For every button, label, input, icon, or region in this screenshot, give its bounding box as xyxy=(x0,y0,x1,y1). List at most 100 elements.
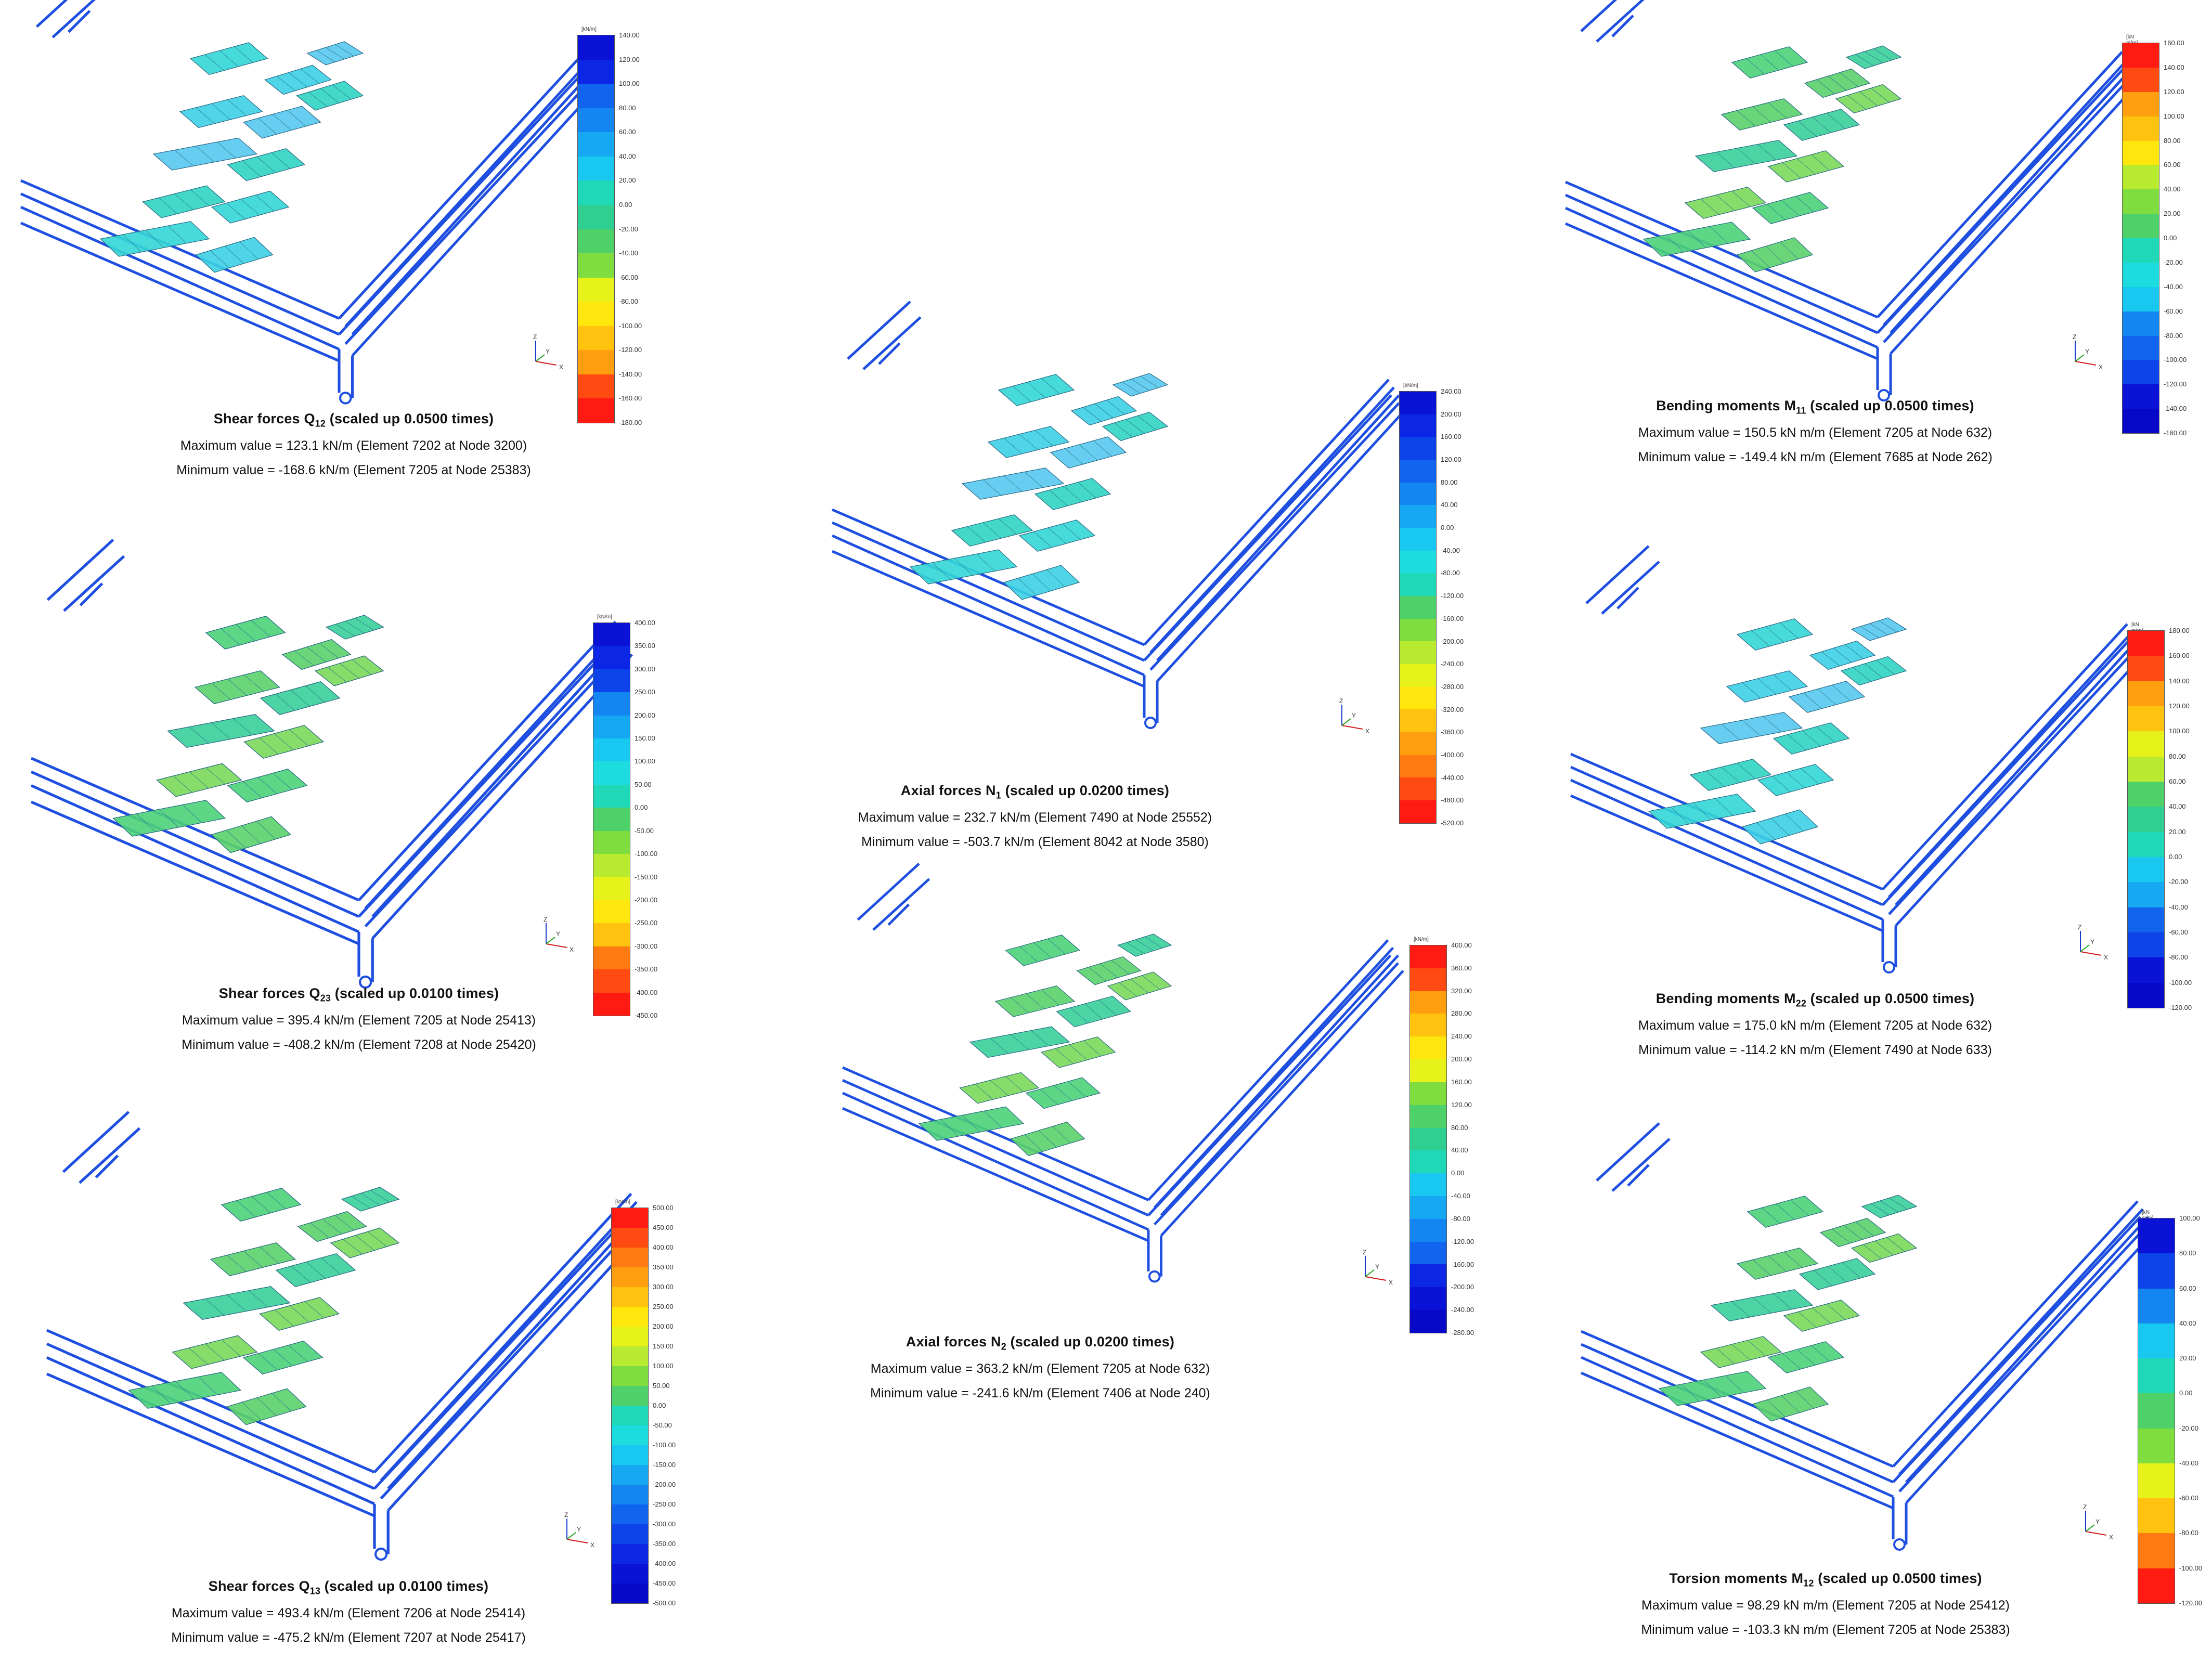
legend-tick-label: -20.00 xyxy=(619,225,638,233)
legend-tick-label: -320.00 xyxy=(1441,705,1464,713)
caption-title-suffix: (scaled up 0.0200 times) xyxy=(1001,783,1170,798)
legend-swatch xyxy=(1400,732,1436,755)
legend-tick-label: -150.00 xyxy=(635,873,658,881)
mesh-line xyxy=(1715,798,1734,816)
mesh-line xyxy=(982,479,1002,496)
mesh-line xyxy=(305,685,325,703)
mesh-line xyxy=(1863,1244,1882,1259)
mesh-line xyxy=(1013,386,1031,402)
legend-tick-label: 60.00 xyxy=(2164,161,2181,169)
legend-swatch xyxy=(612,1425,648,1445)
mesh-line xyxy=(327,667,347,682)
legend-swatch xyxy=(612,1307,648,1327)
mesh-line xyxy=(1083,407,1102,422)
mesh-line xyxy=(1137,416,1156,431)
legend-swatch xyxy=(1400,437,1436,460)
mesh-line xyxy=(256,821,276,839)
mesh-line xyxy=(234,46,253,63)
legend-tick-label: -400.00 xyxy=(1441,750,1464,759)
mesh-line xyxy=(1760,54,1779,71)
legend-swatch xyxy=(1400,596,1436,619)
structure-edge xyxy=(1160,969,1404,1237)
structure-edge xyxy=(67,9,91,33)
mesh-line xyxy=(175,1381,195,1400)
mesh-line xyxy=(183,804,202,823)
structure-edge xyxy=(46,1329,376,1474)
legend-tick-label: 40.00 xyxy=(2164,185,2181,193)
legend-tick-label: -100.00 xyxy=(653,1441,676,1449)
legend-swatch xyxy=(612,1366,648,1386)
mesh-line xyxy=(335,44,354,57)
mesh-line xyxy=(1026,993,1044,1009)
axis-y-label: Y xyxy=(1352,712,1356,719)
caption-title-suffix: (scaled up 0.0100 times) xyxy=(320,1578,489,1594)
mesh-line xyxy=(1041,378,1060,394)
mesh-line xyxy=(242,160,261,177)
max-value-text: Maximum value = 123.1 kN/m (Element 7202… xyxy=(180,438,527,453)
mesh-line xyxy=(188,1347,209,1365)
legend-swatch xyxy=(1400,392,1436,414)
mesh-line xyxy=(1801,768,1819,784)
mesh-line xyxy=(249,1290,268,1307)
legend-swatch xyxy=(2138,1358,2175,1394)
legend-tick-label: -140.00 xyxy=(2164,405,2187,413)
mesh-line xyxy=(1033,531,1052,548)
legend-unit: [kN/m] xyxy=(1414,937,1429,942)
caption-title-suffix: (scaled up 0.0500 times) xyxy=(1814,1571,1982,1586)
mesh-line xyxy=(251,1196,271,1213)
legend-swatch xyxy=(612,1406,648,1425)
legend-swatch xyxy=(612,1524,648,1544)
caption-title-base: Axial forces N xyxy=(906,1334,1001,1349)
mesh-line xyxy=(1731,1301,1751,1317)
mesh-line xyxy=(1817,689,1836,705)
mesh-line xyxy=(276,76,296,91)
mesh-line xyxy=(975,1084,993,1100)
structure-edge xyxy=(831,521,1145,662)
mesh-line xyxy=(1795,196,1814,212)
legend-swatch xyxy=(2123,189,2159,214)
min-value-text: Minimum value = -475.2 kN/m (Element 720… xyxy=(171,1630,526,1645)
result-caption: Axial forces N2 (scaled up 0.0200 times)… xyxy=(806,1334,1274,1401)
structure-edge xyxy=(371,653,633,940)
mesh-line xyxy=(304,1301,325,1318)
structure-edge xyxy=(1616,587,1639,609)
legend-tick-label: -100.00 xyxy=(635,850,658,858)
structure-edge xyxy=(1153,962,1399,1226)
mesh-line xyxy=(1041,989,1059,1006)
mesh-line xyxy=(227,1255,247,1272)
legend-swatch xyxy=(1410,1287,1446,1310)
mesh-line xyxy=(1040,1089,1058,1105)
legend-tick-label: 160.00 xyxy=(2164,39,2184,47)
mesh-line xyxy=(290,690,310,707)
legend-tick-label: -40.00 xyxy=(1441,546,1460,554)
legend-tick-label: -480.00 xyxy=(1441,796,1464,804)
mesh-line xyxy=(288,1345,308,1362)
structure-edge xyxy=(20,192,340,336)
legend-swatch xyxy=(2138,1288,2175,1323)
mesh-line xyxy=(205,54,224,71)
structure-edge xyxy=(1890,67,2133,334)
axis-z-label: Z xyxy=(533,333,537,341)
structure-edge xyxy=(46,1372,376,1517)
legend-tick-label: 400.00 xyxy=(1451,941,1472,949)
legend-unit: [kN/m] xyxy=(597,614,612,620)
legend-tick-label: -80.00 xyxy=(619,297,638,306)
structure-edge xyxy=(373,1192,632,1473)
mesh-line xyxy=(1032,574,1051,591)
legend-tick-label: 160.00 xyxy=(1451,1078,1472,1086)
legend-swatch xyxy=(2138,1463,2175,1499)
mesh-line xyxy=(319,643,339,659)
mesh-line xyxy=(1027,382,1046,398)
mesh-line xyxy=(1140,376,1159,388)
mesh-line xyxy=(1692,802,1712,820)
legend-swatch xyxy=(593,900,630,924)
mesh-line xyxy=(1003,438,1023,454)
legend-tick-label: -20.00 xyxy=(2179,1424,2198,1432)
mesh-line xyxy=(351,1196,371,1209)
axis-z-label: Z xyxy=(2083,1503,2087,1511)
legend-swatch xyxy=(1400,550,1436,574)
structure-edge xyxy=(20,205,340,351)
caption-title-suffix: (scaled up 0.0200 times) xyxy=(1006,1334,1175,1349)
caption-title-suffix: (scaled up 0.0500 times) xyxy=(326,411,494,426)
legend-swatch xyxy=(1400,709,1436,733)
